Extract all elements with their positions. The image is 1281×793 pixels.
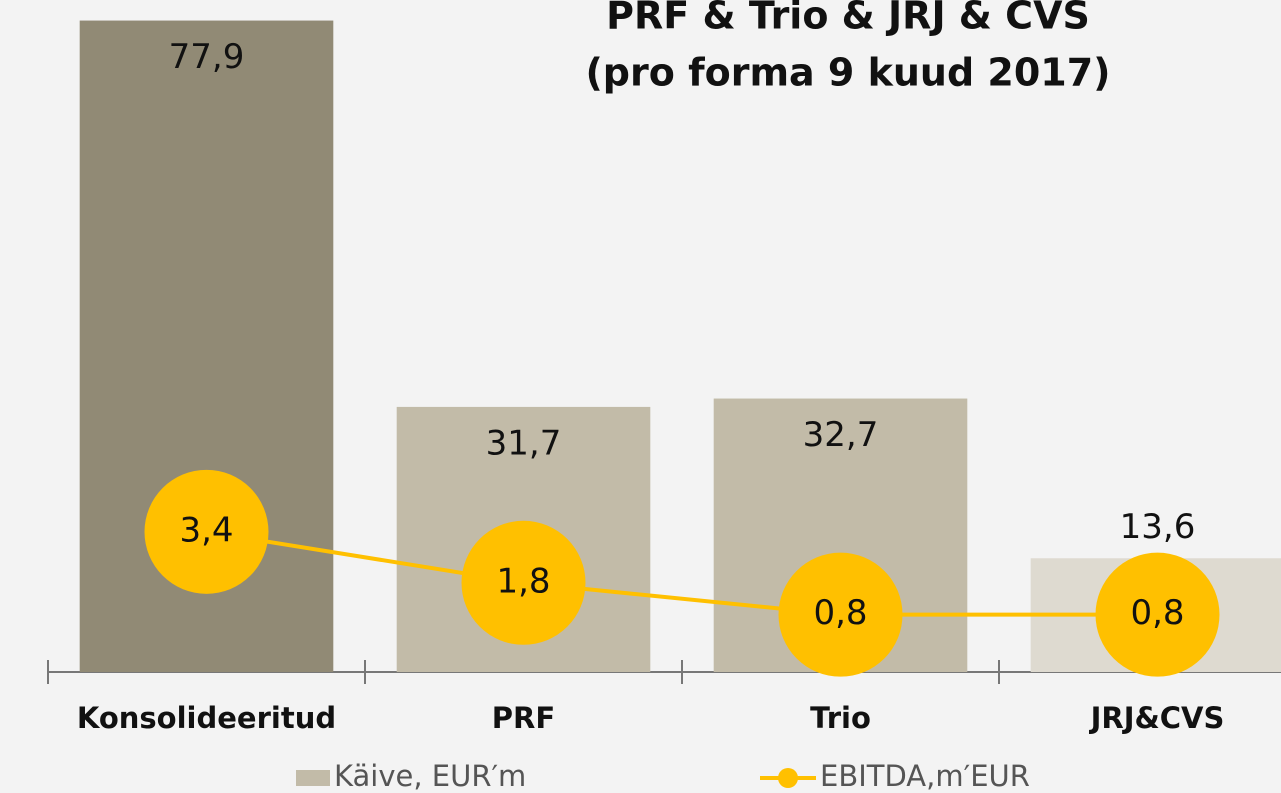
line-marker <box>1095 552 1220 677</box>
line-marker <box>461 520 586 645</box>
legend-swatch <box>778 768 798 788</box>
legend-label: EBITDA,m′EUR <box>820 759 1030 793</box>
legend-label: Käive, EUR′m <box>334 759 526 793</box>
chart-subtitle: (pro forma 9 kuud 2017) <box>585 51 1110 95</box>
line-value-label: 3,4 <box>179 510 233 550</box>
chart-title: PRF & Trio & JRJ & CVS <box>606 0 1090 38</box>
line-marker <box>144 469 269 594</box>
bar-value-label: 13,6 <box>1120 507 1196 547</box>
x-tick-label: Konsolideeritud <box>77 701 336 735</box>
legend-swatch <box>296 770 330 786</box>
bar-value-label: 77,9 <box>169 37 245 77</box>
line-value-label: 1,8 <box>496 561 550 601</box>
x-tick-label: PRF <box>492 701 555 735</box>
bar-value-label: 31,7 <box>486 423 562 463</box>
bar-value-label: 32,7 <box>803 415 879 455</box>
line-value-label: 0,8 <box>813 593 867 633</box>
line-value-label: 0,8 <box>1130 593 1184 633</box>
line-marker <box>778 552 903 677</box>
x-tick-label: Trio <box>810 701 871 735</box>
line <box>206 529 1158 617</box>
x-tick-label: JRJ&CVS <box>1089 701 1225 735</box>
